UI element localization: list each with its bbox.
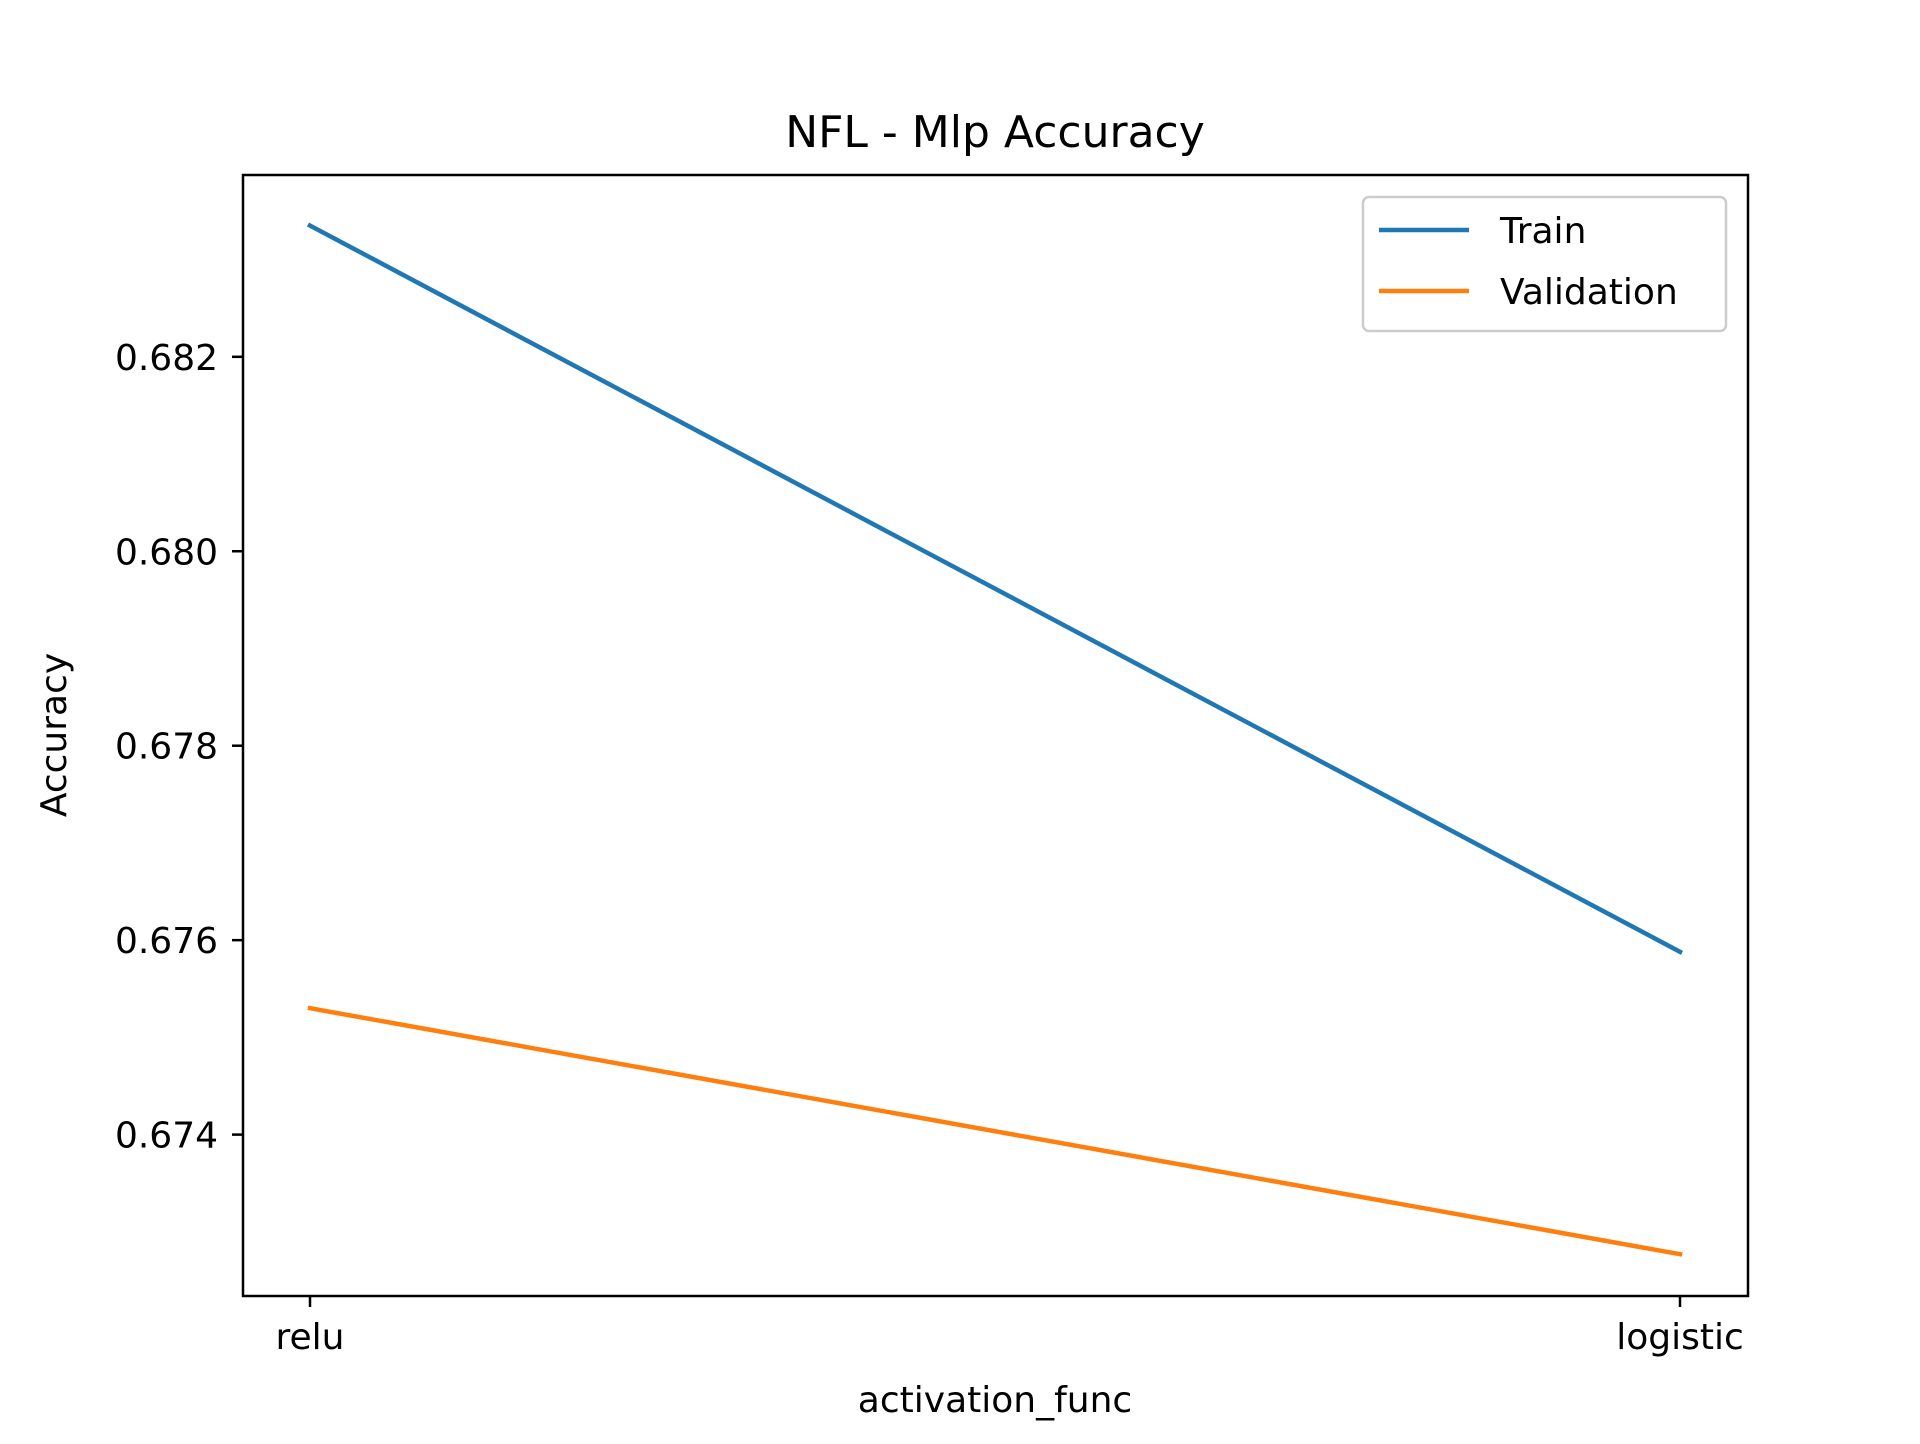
x-tick-label: logistic	[1616, 1317, 1744, 1358]
y-tick-label: 0.674	[115, 1116, 218, 1157]
y-tick-label: 0.676	[115, 921, 218, 962]
plot-frame	[241, 173, 1750, 1298]
series-line-validation	[307, 1005, 1683, 1257]
y-axis: 0.674 0.676 0.678 0.680 0.682	[115, 338, 243, 1157]
x-axis-label: activation_func	[858, 1380, 1132, 1421]
y-tick-label: 0.678	[115, 727, 218, 768]
chart-title: NFL - Mlp Accuracy	[785, 107, 1205, 158]
legend-label-validation: Validation	[1500, 272, 1678, 313]
x-axis: relu logistic	[276, 1296, 1744, 1358]
series-layer	[306, 222, 1684, 1257]
x-tick-label: relu	[276, 1317, 345, 1358]
y-tick-label: 0.682	[115, 338, 218, 379]
series-line-train	[306, 222, 1684, 955]
y-tick-label: 0.680	[115, 532, 218, 573]
legend: Train Validation	[1361, 195, 1728, 333]
legend-label-train: Train	[1499, 211, 1586, 252]
y-axis-label: Accuracy	[34, 653, 75, 817]
